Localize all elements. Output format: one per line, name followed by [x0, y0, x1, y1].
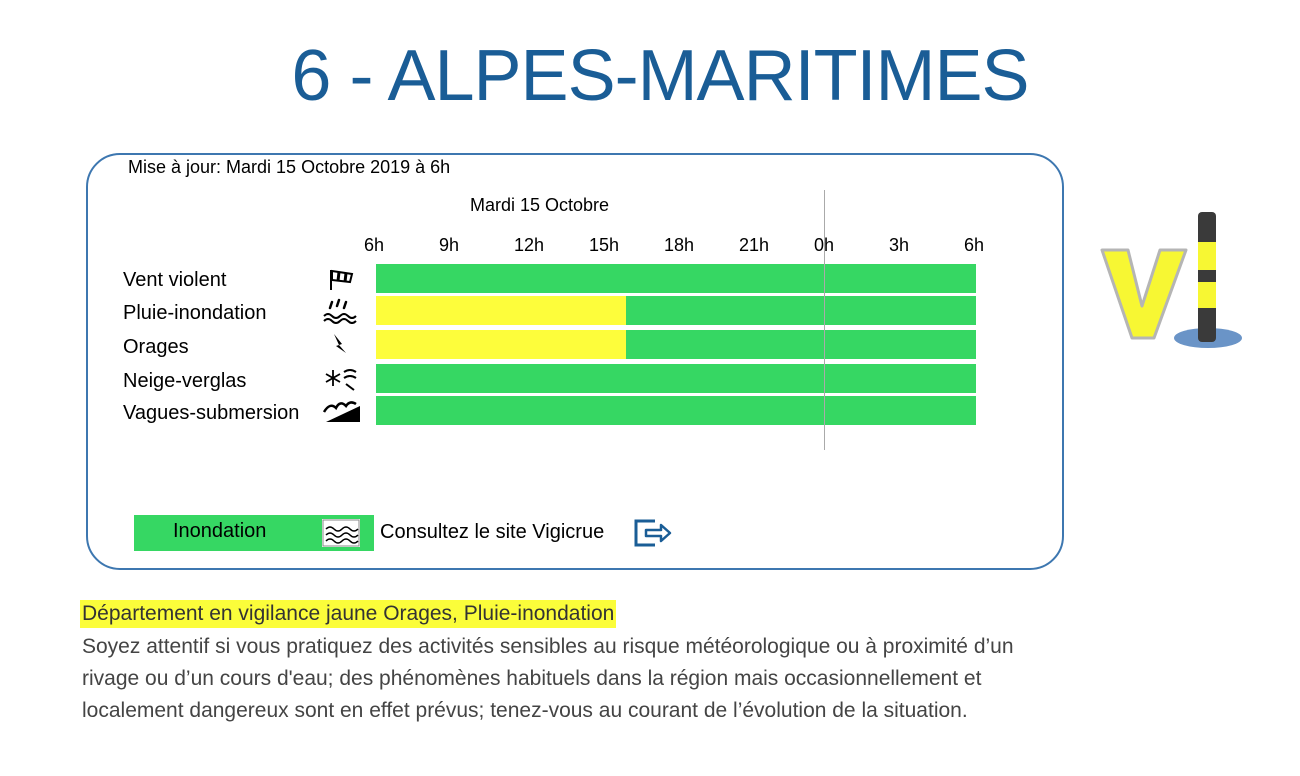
timeline-bar-vagues-submersion: [376, 396, 976, 425]
timeline-bar-orages: [376, 330, 976, 359]
hour-label: 6h: [963, 235, 985, 255]
hour-label: 15h: [588, 235, 620, 255]
hour-label: 9h: [438, 235, 460, 255]
vigilance-headline: Département en vigilance jaune Orages, P…: [80, 600, 617, 628]
windsock-icon: [330, 269, 354, 290]
vigilance-logo-icon: [1100, 212, 1242, 348]
hour-label: 12h: [513, 235, 545, 255]
vigilance-panel: [86, 153, 1064, 570]
timeline-segment-green: [626, 296, 976, 325]
inondation-label: Inondation: [173, 520, 267, 542]
row-label-orages: Orages: [123, 336, 189, 358]
timeline-bar-neige-verglas: [376, 364, 976, 393]
timeline-segment-green: [376, 396, 976, 425]
hour-label: 6h: [363, 235, 385, 255]
vigicrue-link[interactable]: Consultez le site Vigicrue: [380, 521, 605, 543]
rain-flood-icon: [323, 298, 357, 324]
lightning-icon: [334, 334, 346, 353]
exit-arrow-icon[interactable]: [633, 517, 673, 549]
hour-label: 21h: [738, 235, 770, 255]
vigilance-description: Soyez attentif si vous pratiquez des act…: [82, 635, 1014, 722]
timeline-segment-yellow: [376, 296, 626, 325]
page-title: 6 - ALPES-MARITIMES: [291, 36, 1029, 116]
row-label-vent-violent: Vent violent: [123, 269, 227, 291]
timeline-bar-vent-violent: [376, 264, 976, 293]
wave-submersion-icon: [322, 401, 360, 422]
row-label-neige-verglas: Neige-verglas: [123, 370, 247, 392]
midnight-marker-line: [824, 190, 825, 450]
timeline-segment-yellow: [376, 330, 626, 359]
timeline-segment-green: [376, 364, 976, 393]
flood-waves-icon: [322, 519, 360, 547]
update-timestamp: Mise à jour: Mardi 15 Octobre 2019 à 6h: [128, 157, 451, 177]
row-label-pluie-inondation: Pluie-inondation: [123, 302, 267, 324]
snow-ice-icon: [325, 369, 357, 391]
timeline-bar-pluie-inondation: [376, 296, 976, 325]
timeline-segment-green: [626, 330, 976, 359]
row-label-vagues-submersion: Vagues-submersion: [123, 402, 300, 424]
day-label: Mardi 15 Octobre: [470, 195, 610, 215]
hour-label: 18h: [663, 235, 695, 255]
hour-label: 3h: [888, 235, 910, 255]
timeline-segment-green: [376, 264, 976, 293]
